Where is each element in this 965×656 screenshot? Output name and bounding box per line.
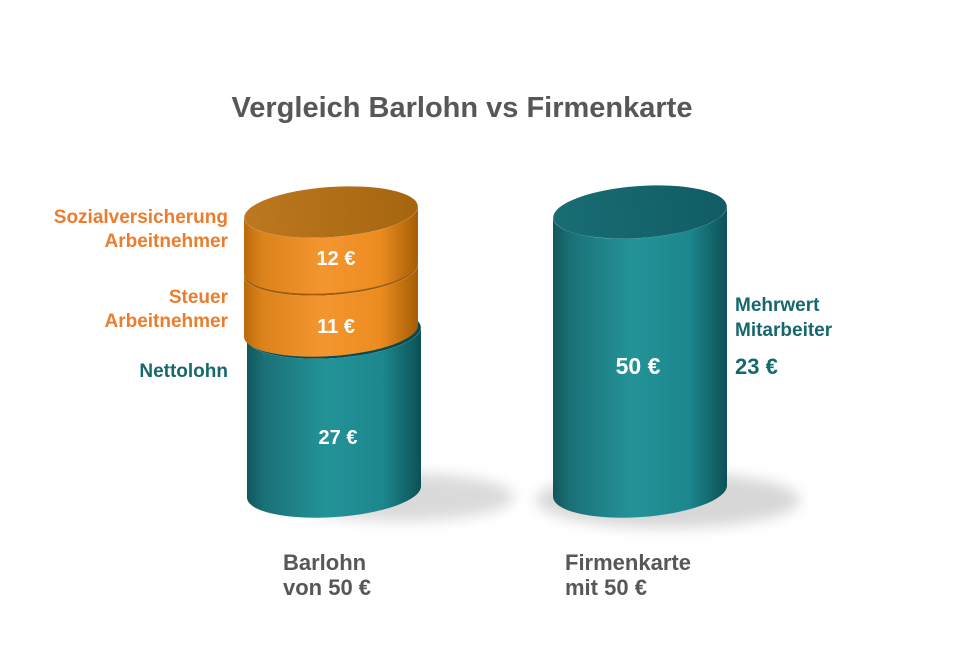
firmenkarte-cylinder bbox=[553, 185, 728, 518]
caption-barlohn-line1: Barlohn bbox=[283, 550, 366, 575]
steuer-segment bbox=[244, 264, 419, 357]
caption-firmenkarte-line2: mit 50 € bbox=[565, 575, 647, 600]
value-label-sozialversicherung: 12 € bbox=[317, 248, 356, 270]
barlohn-segment-labels: Sozialversicherung Arbeitnehmer Steuer A… bbox=[54, 207, 229, 382]
label-steuer-line2: Arbeitnehmer bbox=[104, 311, 228, 332]
label-mehrwert-line2: Mitarbeiter bbox=[735, 320, 833, 341]
label-steuer-line1: Steuer bbox=[169, 287, 229, 308]
firmenkarte-segment bbox=[553, 206, 728, 518]
label-mehrwert-line1: Mehrwert bbox=[735, 295, 820, 316]
barlohn-cylinder-top-cap bbox=[244, 186, 418, 238]
label-nettolohn: Nettolohn bbox=[139, 361, 228, 382]
value-label-mehrwert: 23 € bbox=[735, 354, 778, 379]
chart-title: Vergleich Barlohn vs Firmenkarte bbox=[232, 92, 693, 124]
label-sozialversicherung-line2: Arbeitnehmer bbox=[104, 231, 228, 252]
barlohn-cylinder bbox=[244, 186, 422, 518]
caption-barlohn-line2: von 50 € bbox=[283, 575, 371, 600]
value-label-steuer: 11 € bbox=[317, 316, 355, 338]
sozialversicherung-segment bbox=[244, 206, 419, 294]
category-captions: Barlohn von 50 € Firmenkarte mit 50 € bbox=[283, 550, 691, 600]
value-label-nettolohn: 27 € bbox=[319, 427, 358, 449]
caption-firmenkarte-line1: Firmenkarte bbox=[565, 550, 691, 575]
value-label-firmenkarte: 50 € bbox=[616, 353, 661, 379]
mehrwert-annotation: Mehrwert Mitarbeiter 23 € bbox=[735, 295, 833, 379]
firmenkarte-cylinder-top-cap bbox=[553, 185, 727, 239]
nettolohn-segment bbox=[247, 327, 422, 518]
label-sozialversicherung-line1: Sozialversicherung bbox=[54, 207, 228, 228]
